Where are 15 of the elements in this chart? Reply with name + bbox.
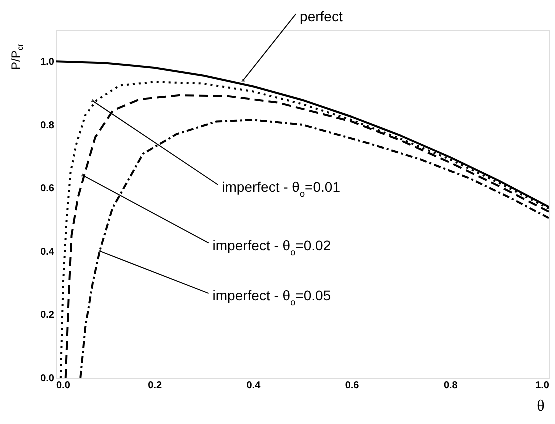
- x-axis-title: θ: [537, 398, 545, 415]
- x-tick-label: 1.0: [536, 380, 550, 392]
- y-tick-label: 0.0: [40, 374, 55, 384]
- annotation: perfect: [300, 8, 343, 24]
- y-axis-title: P/Pcr: [9, 44, 25, 70]
- y-tick-label: 0.2: [40, 310, 55, 322]
- x-tick-label: 0.4: [246, 380, 262, 392]
- y-tick-label: 0.6: [40, 184, 55, 195]
- x-tick-label: 0.2: [148, 380, 162, 392]
- y-tick-label: 0.8: [40, 120, 55, 132]
- y-tick-label: 0.4: [40, 246, 55, 258]
- x-tick-label: 0.0: [56, 380, 71, 392]
- y-tick-label: 1.0: [40, 57, 55, 68]
- x-tick-label: 0.8: [444, 380, 458, 392]
- x-tick-label: 0.6: [345, 380, 360, 392]
